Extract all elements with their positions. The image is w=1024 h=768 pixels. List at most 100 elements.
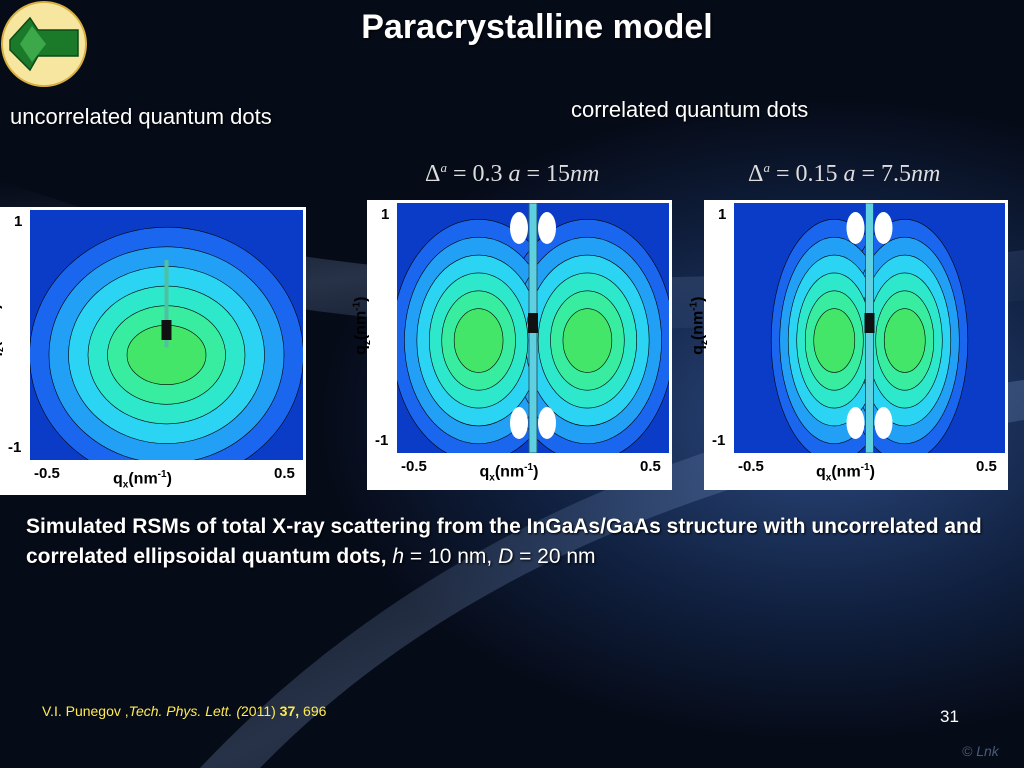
reference-text: 37,: [279, 703, 300, 719]
caption-text: D: [498, 545, 514, 568]
axis-label-part: ): [166, 470, 172, 488]
axis-label: qz(nm-1): [351, 297, 373, 355]
formula-part: a: [508, 161, 521, 187]
axis-label-part: z: [361, 340, 373, 346]
caption-text: = 20 nm: [513, 545, 596, 568]
axis-label-part: z: [0, 347, 6, 352]
formula: Δa = 0.15 a = 7.5nm: [748, 160, 940, 188]
hole: [846, 212, 865, 244]
title: Paracrystalline model: [361, 8, 713, 46]
contour: [813, 308, 856, 373]
contour-map: [734, 203, 1005, 453]
hole: [538, 407, 556, 439]
contour-map: [30, 210, 303, 460]
axis-label: qx(nm-1): [816, 462, 875, 484]
axis-label: qx(nm-1): [480, 462, 539, 484]
contour-map: [397, 203, 669, 453]
core: [161, 320, 172, 340]
y-tick-label: 1: [718, 206, 727, 223]
y-tick-label: 1: [381, 206, 390, 223]
axis-label-part: ): [352, 296, 370, 302]
hole: [510, 212, 528, 244]
page-number: 31: [940, 707, 959, 726]
caption-text: Simulated RSMs of total X-ray scattering…: [26, 515, 982, 568]
axis-label-part: x: [489, 472, 495, 484]
formula-part: = 7.5: [861, 161, 912, 187]
contour: [453, 308, 504, 373]
formula-part: nm: [911, 161, 941, 187]
label: correlated quantum dots: [571, 97, 809, 122]
core: [864, 313, 875, 333]
x-tick-label: 0.5: [640, 458, 661, 475]
axis-label-part: ): [533, 463, 539, 481]
axis-label-part: (nm: [0, 317, 3, 348]
axis-label-part: x: [825, 472, 832, 484]
core: [528, 313, 538, 333]
hole: [874, 212, 893, 244]
axis-label-part: q: [352, 345, 370, 355]
axis-label-part: (nm: [831, 463, 861, 481]
axis-label-part: (nm: [689, 310, 707, 341]
contour: [562, 308, 613, 373]
formula-part: a: [843, 161, 856, 187]
axis-label-part: q: [113, 470, 123, 488]
formula-part: = 0.3: [452, 161, 503, 187]
caption: Simulated RSMs of total X-ray scattering…: [26, 512, 1006, 572]
axis-label-part: x: [122, 479, 129, 491]
formula-part: = 0.15: [775, 161, 838, 187]
streak: [164, 260, 169, 348]
caption-text: h: [392, 545, 405, 568]
axis-label-part: (nm: [494, 463, 525, 481]
hole: [510, 407, 528, 439]
x-tick-label: 0.5: [274, 465, 295, 482]
formula-part: a: [763, 160, 770, 175]
x-tick-label: -0.5: [738, 458, 764, 475]
axis-label-part: ): [869, 463, 875, 481]
axis-label-part: ): [689, 296, 707, 302]
x-tick-label: -0.5: [401, 458, 427, 475]
label: uncorrelated quantum dots: [10, 104, 272, 129]
axis-label-part: -1: [688, 301, 700, 311]
axis-label-part: ): [0, 304, 3, 309]
reference: V.I. Punegov ,Tech. Phys. Lett. (2011) 3…: [42, 703, 326, 719]
rsm-panel: 1-1-0.50.5qx(nm-1)qz(nm-1): [0, 207, 306, 495]
reference-text: V.I. Punegov ,: [42, 703, 129, 719]
x-tick-label: 0.5: [976, 458, 997, 475]
hole: [846, 407, 865, 439]
reference-text: 2011): [241, 703, 280, 719]
y-tick-label: -1: [712, 432, 726, 449]
formula-part: Δ: [425, 161, 441, 187]
caption-text: = 10 nm,: [404, 545, 499, 568]
reference-text: Tech. Phys. Lett. (: [128, 703, 241, 719]
logo: [1, 1, 87, 87]
axis-label-part: (nm: [128, 470, 158, 488]
axis-label-part: -1: [351, 301, 363, 311]
contour: [883, 308, 926, 373]
axis-label: qx(nm-1): [113, 469, 172, 491]
formula-part: = 15: [526, 161, 571, 187]
formula-part: Δ: [748, 161, 764, 187]
hole: [874, 407, 893, 439]
y-tick-label: -1: [375, 432, 389, 449]
y-tick-label: 1: [14, 213, 23, 230]
axis-label-part: -1: [157, 469, 167, 480]
copyright: © Lnk: [962, 743, 999, 759]
formula: Δa = 0.3 a = 15nm: [425, 160, 599, 188]
axis-label-part: q: [479, 463, 490, 481]
hole: [538, 212, 556, 244]
axis-label-part: q: [0, 352, 3, 362]
axis-label-part: q: [816, 463, 826, 481]
reference-text: 696: [299, 703, 327, 719]
x-tick-label: -0.5: [34, 465, 60, 482]
y-tick-label: -1: [8, 439, 22, 456]
axis-label-part: z: [698, 340, 710, 346]
axis-label: qz(nm-1): [688, 297, 710, 355]
formula-part: a: [440, 160, 447, 175]
axis-label-part: -1: [860, 462, 870, 473]
formula-part: nm: [570, 161, 600, 187]
axis-label-part: q: [689, 345, 707, 355]
axis-label-part: (nm: [352, 310, 370, 341]
